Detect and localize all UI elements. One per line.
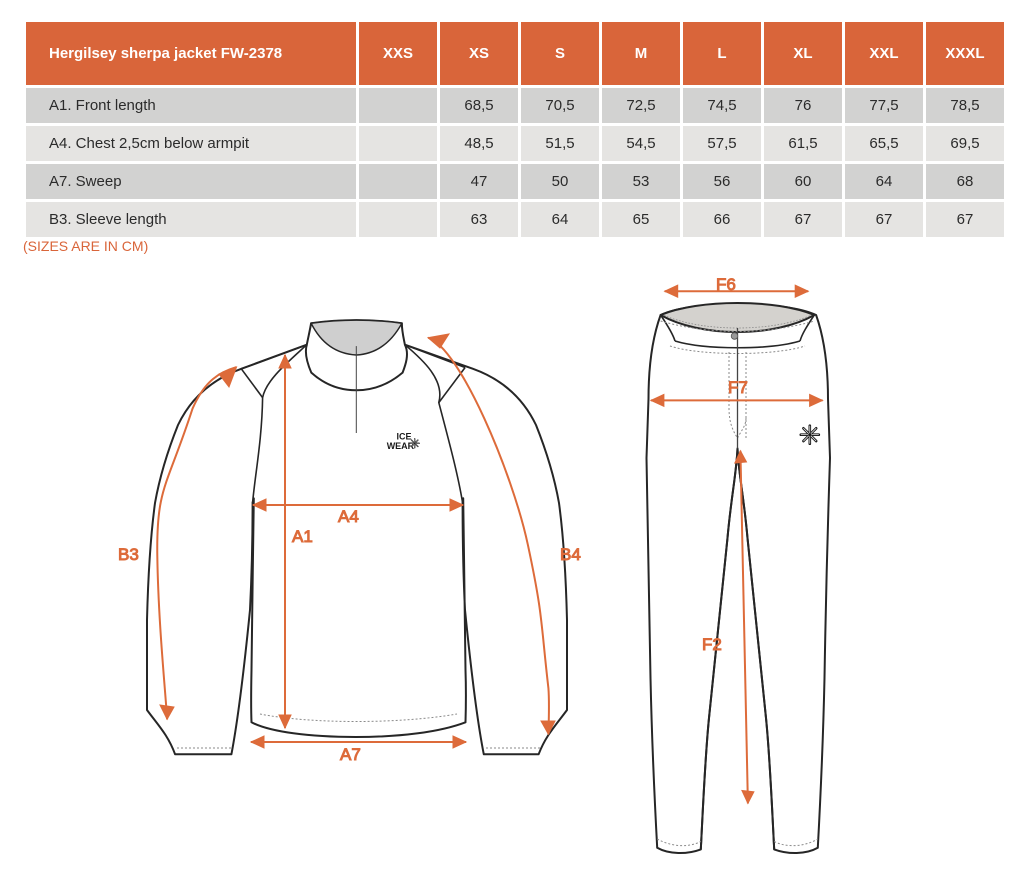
svg-text:F7: F7: [728, 378, 748, 397]
svg-text:A7: A7: [340, 745, 361, 764]
svg-text:F2: F2: [702, 635, 722, 654]
svg-text:B3: B3: [118, 545, 139, 564]
svg-text:A1: A1: [292, 527, 313, 546]
svg-text:F6: F6: [716, 278, 736, 294]
svg-text:WEAR: WEAR: [387, 441, 415, 451]
svg-text:A4: A4: [338, 507, 359, 526]
svg-text:B4: B4: [560, 545, 581, 564]
